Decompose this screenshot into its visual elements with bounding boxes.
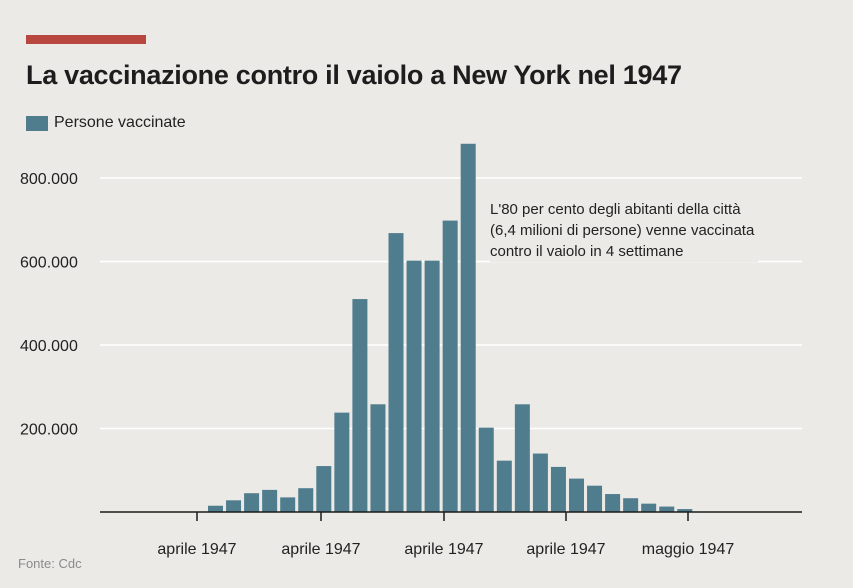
x-tick-label: aprile 1947 [404,541,483,558]
bars [208,143,693,513]
annotation-line-3: contro il vaiolo in 4 settimane [490,243,684,260]
x-tick-label: maggio 1947 [642,541,735,558]
y-tick-label: 400.000 [20,338,78,355]
bar [262,489,278,512]
bar [280,497,296,512]
y-tick-label: 200.000 [20,422,78,439]
annotation-line-2: (6,4 milioni di persone) venne vaccinata [490,222,755,239]
annotation-line-1: L'80 per cento degli abitanti della citt… [490,201,741,218]
legend-label: Persone vaccinate [54,114,186,131]
bar [244,493,260,512]
bar [298,488,314,512]
bar [352,299,368,512]
bar [550,466,566,512]
annotation: L'80 per cento degli abitanti della citt… [490,199,759,262]
bar [370,404,386,512]
bar [334,412,350,512]
bar [623,498,639,512]
bar [442,220,458,512]
bar [478,427,494,512]
bar [605,494,621,512]
bar [208,505,223,512]
x-tick-label: aprile 1947 [281,541,360,558]
bar [514,404,530,512]
bar [569,478,584,512]
bar [677,509,693,512]
bar [532,453,548,512]
x-tick-label: aprile 1947 [526,541,605,558]
bar [587,485,603,512]
source-note: Fonte: Cdc [18,556,82,571]
bar [424,260,440,512]
bar [316,466,332,512]
y-tick-label: 800.000 [20,171,78,188]
bar [406,260,422,512]
bar [496,460,512,512]
bar [659,506,675,512]
legend: Persone vaccinate [26,114,186,132]
legend-swatch [26,115,48,131]
x-tick-label: aprile 1947 [157,541,236,558]
y-tick-label: 600.000 [20,255,78,272]
bar [226,500,242,512]
chart-title: La vaccinazione contro il vaiolo a New Y… [26,60,682,90]
accent-bar [26,35,146,44]
bar [641,503,657,512]
bar [460,143,476,512]
axes: 200.000 400.000 600.000 800.000 aprile 1947 a… [20,171,802,558]
bar [388,233,404,513]
